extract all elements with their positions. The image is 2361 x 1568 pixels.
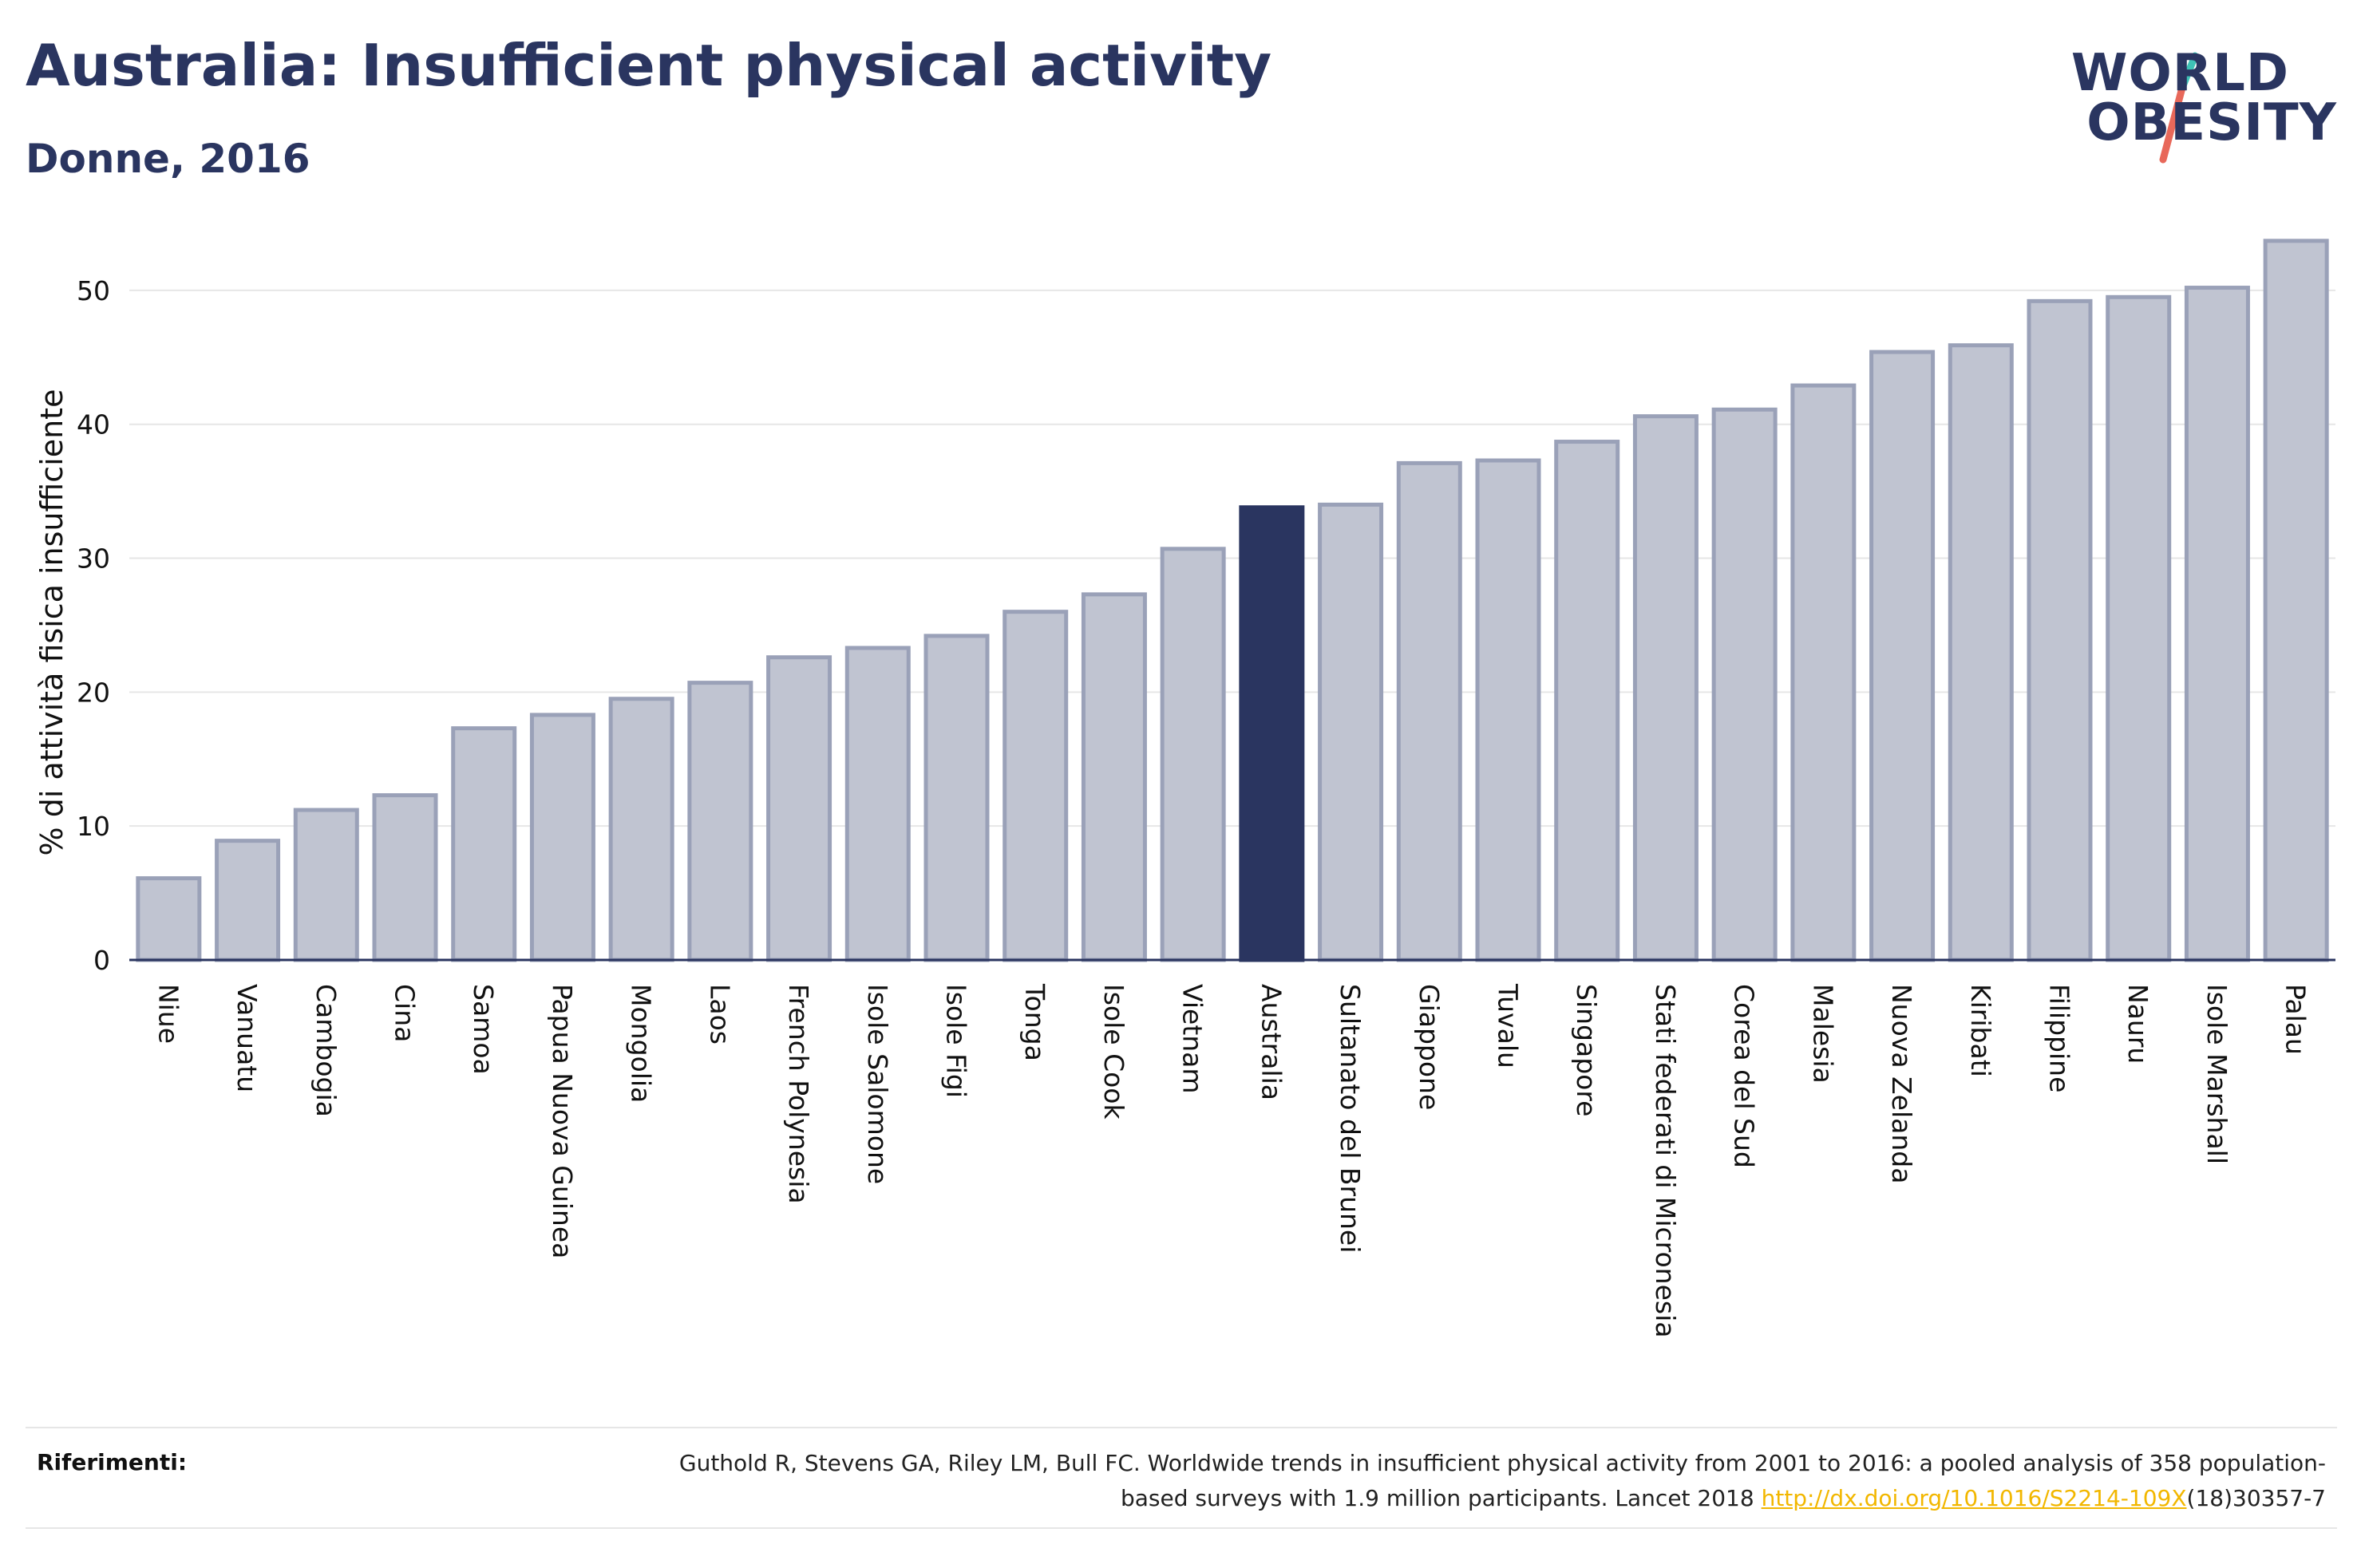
bar-palau	[2263, 239, 2329, 962]
bar-kiribati	[1948, 343, 2014, 962]
bar-nauru	[2106, 294, 2172, 962]
references-text: Guthold R, Stevens GA, Riley LM, Bull FC…	[650, 1446, 2326, 1516]
bar-australia	[1239, 505, 1305, 962]
bar-malesia	[1790, 383, 1857, 962]
reference-doi-link[interactable]: http://dx.doi.org/10.1016/S2214-109X	[1761, 1485, 2187, 1511]
bar-isole-cook	[1081, 592, 1147, 962]
logo-slash-icon	[2159, 52, 2199, 164]
y-tick-label: 10	[77, 811, 110, 842]
references-footer: Riferimenti: Guthold R, Stevens GA, Rile…	[26, 1427, 2337, 1529]
x-tick-label: Cina	[390, 984, 421, 1042]
y-tick-label: 0	[93, 945, 110, 976]
x-tick-label: Kiribati	[1965, 984, 1996, 1077]
bar-niue	[136, 876, 202, 962]
chart-title: Australia: Insufficient physical activit…	[26, 32, 1272, 99]
bar-cina	[372, 793, 438, 962]
bar-vanuatu	[215, 839, 281, 962]
references-label: Riferimenti:	[37, 1449, 188, 1475]
bar-isole-figi	[923, 634, 990, 962]
bar-tuvalu	[1475, 458, 1541, 962]
x-tick-label: Cambogia	[310, 984, 342, 1117]
bar-laos	[687, 681, 753, 962]
axes: 0 10 20 30 40 50 Niue Vanuatu Cambogia Cina Samoa P…	[77, 275, 2335, 1338]
bars	[136, 239, 2329, 962]
logo-word-world: WORLD	[2070, 44, 2289, 103]
x-tick-label: Isole Marshall	[2201, 984, 2232, 1164]
logo-word-obesity: OBESITY	[2086, 93, 2337, 152]
bar-papua-nuova-guinea	[529, 713, 595, 962]
x-tick-label: Samoa	[468, 984, 499, 1075]
bar-sultanato-del-brunei	[1318, 502, 1384, 962]
x-tick-label: Tuvalu	[1493, 983, 1524, 1068]
x-tick-label: Mongolia	[626, 984, 657, 1103]
x-tick-label: Nuova Zelanda	[1886, 984, 1917, 1183]
bar-mongolia	[608, 697, 674, 962]
x-tick-label: Laos	[704, 984, 735, 1045]
x-tick-label: Papua Nuova Guinea	[547, 984, 578, 1258]
reference-citation: Guthold R, Stevens GA, Riley LM, Bull FC…	[678, 1450, 2326, 1511]
reference-citation-end: (18)30357-7	[2186, 1485, 2326, 1511]
chart-subtitle: Donne, 2016	[26, 136, 310, 182]
x-tick-label: French Polynesia	[783, 984, 814, 1204]
x-tick-label: Filippine	[2044, 984, 2075, 1092]
bar-chart: 0 10 20 30 40 50 Niue Vanuatu Cambogia Cina Samoa P…	[34, 239, 2335, 1338]
x-tick-label: Giappone	[1414, 984, 1445, 1110]
bar-french-polynesia	[766, 655, 832, 962]
x-tick-label: Sultanato del Brunei	[1335, 984, 1366, 1253]
bar-nuova-zelanda	[1869, 350, 1936, 962]
bar-singapore	[1554, 440, 1620, 962]
x-tick-label: Australia	[1256, 984, 1287, 1100]
bar-tonga	[1003, 610, 1069, 962]
bar-isole-salomone	[844, 646, 911, 962]
x-tick-label: Malesia	[1807, 984, 1838, 1084]
x-tick-label: Stati federati di Micronesia	[1650, 984, 1681, 1338]
y-tick-label: 30	[77, 543, 110, 575]
y-tick-label: 50	[77, 275, 110, 306]
x-tick-label: Nauru	[2122, 984, 2153, 1064]
x-tick-label: Palau	[2280, 984, 2312, 1055]
x-tick-label: Isole Cook	[1098, 984, 1129, 1120]
bar-samoa	[451, 726, 517, 962]
x-tick-label: Corea del Sud	[1729, 984, 1760, 1168]
x-tick-label: Niue	[152, 984, 184, 1044]
bar-filippine	[2027, 298, 2093, 962]
x-tick-label: Tonga	[1019, 983, 1050, 1061]
x-tick-label: Singapore	[1571, 984, 1602, 1116]
y-tick-label: 40	[77, 409, 110, 440]
bar-vietnam	[1160, 547, 1226, 962]
x-tick-label: Isole Figi	[941, 984, 972, 1098]
world-obesity-logo: WORLD OBESITY	[2070, 40, 2337, 168]
bar-corea-del-sud	[1711, 407, 1778, 962]
bar-cambogia	[293, 808, 359, 962]
x-tick-label: Isole Salomone	[862, 984, 893, 1184]
bar-giappone	[1396, 460, 1462, 962]
x-tick-label: Vanuatu	[231, 984, 263, 1092]
y-tick-label: 20	[77, 677, 110, 708]
x-tick-label: Vietnam	[1177, 984, 1208, 1094]
y-axis-title: % di attività fisica insufficiente	[34, 389, 69, 856]
bar-stati-federati-di-micronesia	[1632, 414, 1699, 962]
bar-isole-marshall	[2184, 286, 2250, 962]
